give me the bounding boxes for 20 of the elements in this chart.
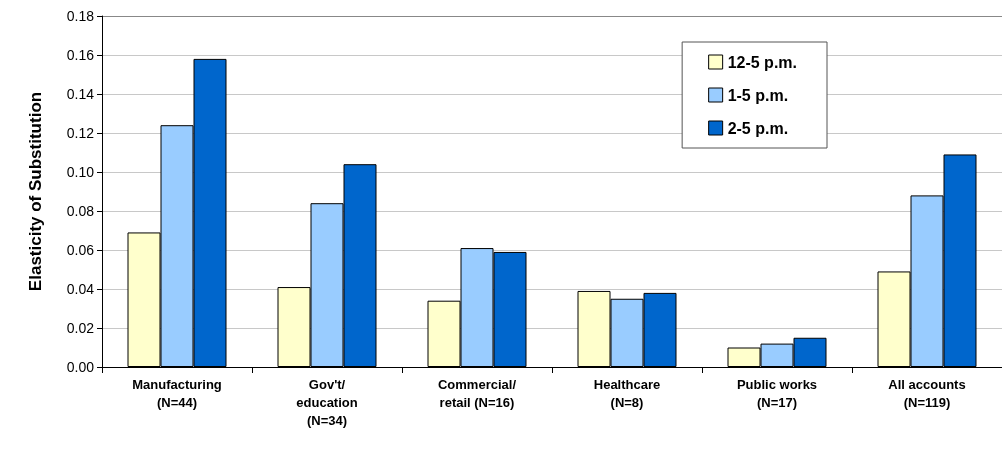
y-tick-label: 0.12 bbox=[66, 125, 95, 141]
y-tick-label: 0.08 bbox=[66, 203, 95, 219]
y-tick-label: 0.06 bbox=[66, 242, 95, 258]
legend-label: 2-5 p.m. bbox=[727, 119, 789, 137]
x-tick-label: All accounts (N=119) bbox=[888, 376, 966, 410]
y-tick-label: 0.02 bbox=[66, 320, 95, 336]
x-tick-label: Gov't/ education (N=34) bbox=[296, 376, 358, 428]
y-tick-label: 0.16 bbox=[66, 47, 95, 63]
y-tick-label: 0.18 bbox=[66, 8, 95, 24]
x-tick-label: Healthcare (N=8) bbox=[593, 376, 661, 410]
y-tick-label: 0.10 bbox=[66, 164, 95, 180]
y-axis-title: Elasticity of Substitution bbox=[26, 91, 45, 292]
legend-label: 1-5 p.m. bbox=[727, 86, 789, 104]
x-tick-label: Public works (N=17) bbox=[736, 376, 818, 410]
legend-label: 12-5 p.m. bbox=[727, 53, 797, 71]
y-tick-label: 0.00 bbox=[66, 359, 95, 375]
y-tick-label: 0.04 bbox=[66, 281, 95, 297]
x-tick-label: Commercial/ retail (N=16) bbox=[437, 376, 517, 410]
x-tick-label: Manufacturing (N=44) bbox=[132, 376, 222, 410]
y-tick-label: 0.14 bbox=[66, 86, 95, 102]
